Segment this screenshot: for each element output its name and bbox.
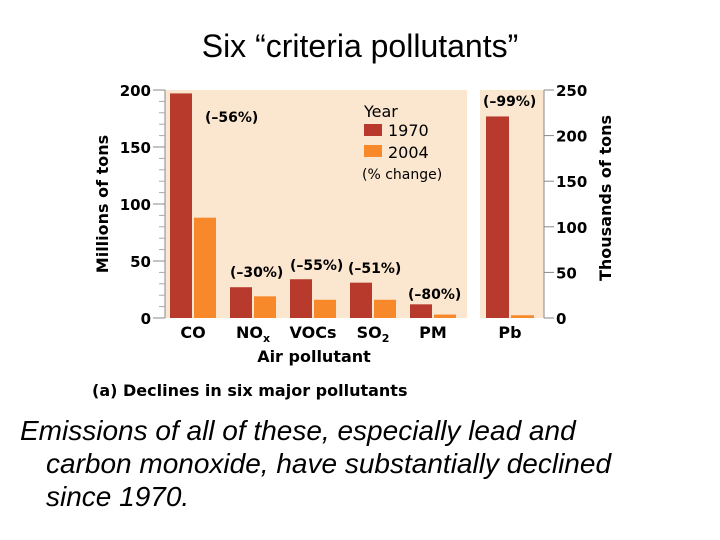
bar-2004-vocs	[314, 299, 336, 318]
right-y-tick-label: 50	[556, 264, 577, 282]
bar-1970-pm	[410, 304, 432, 318]
legend-note: (% change)	[362, 167, 442, 183]
bar-2004-no	[254, 296, 276, 318]
right-y-tick-label: 250	[556, 82, 587, 100]
change-label-pm: (–80%)	[408, 287, 461, 303]
caption-line-3: since 1970.	[46, 481, 190, 513]
right-y-tick-label: 0	[556, 310, 566, 328]
left-y-tick-label: 50	[130, 253, 151, 271]
bar-2004-so	[374, 299, 396, 318]
left-y-axis-label: Millions of tons	[93, 135, 112, 273]
legend-title: Year	[363, 102, 398, 121]
legend-label-2004: 2004	[388, 143, 429, 162]
slide-title: Six “criteria pollutants”	[201, 28, 519, 64]
right-y-tick-label: 100	[556, 219, 587, 237]
bar-1970-so	[350, 282, 372, 318]
bar-2004-co	[194, 217, 216, 318]
change-label-pb: (–99%)	[483, 94, 536, 110]
x-axis-label: Air pollutant	[257, 347, 371, 366]
x-tick-label-so: SO2	[357, 323, 390, 345]
bar-1970-vocs	[290, 279, 312, 318]
change-label-no: (–30%)	[230, 265, 283, 281]
left-y-tick-label: 0	[141, 310, 151, 328]
bar-2004-pb	[511, 315, 534, 318]
left-y-tick-label: 100	[120, 196, 151, 214]
bar-2004-pm	[434, 314, 456, 318]
legend-swatch-2004	[364, 145, 382, 157]
slide-caption: Emissions of all of these, especially le…	[20, 414, 710, 513]
legend-label-1970: 1970	[388, 121, 429, 140]
x-tick-label-no: NOx	[236, 323, 270, 345]
bar-1970-pb	[486, 116, 509, 318]
x-tick-label-vocs: VOCs	[290, 323, 337, 342]
bar-1970-no	[230, 287, 252, 318]
right-y-tick-label: 200	[556, 128, 587, 146]
right-y-axis-label: Thousands of tons	[596, 115, 615, 281]
left-y-tick-label: 150	[120, 139, 151, 157]
pollutant-chart: 0 50 100 150 200 Millions of tons CO NOx VOCs SO2…	[92, 82, 615, 400]
x-tick-label-pm: PM	[419, 323, 447, 342]
legend-swatch-1970	[364, 124, 382, 136]
bar-1970-co	[170, 93, 192, 318]
x-tick-label-pb: Pb	[498, 323, 521, 342]
right-y-tick-label: 150	[556, 173, 587, 191]
change-label-co: (–56%)	[205, 110, 258, 126]
left-y-tick-label: 200	[120, 82, 151, 100]
change-label-vocs: (–55%)	[290, 258, 343, 274]
change-label-so: (–51%)	[348, 261, 401, 277]
caption-line-1: Emissions of all of these, especially le…	[20, 415, 576, 446]
caption-line-2: carbon monoxide, have substantially decl…	[46, 448, 612, 480]
x-tick-label-co: CO	[180, 323, 205, 342]
chart-subtitle: (a) Declines in six major pollutants	[92, 381, 407, 400]
